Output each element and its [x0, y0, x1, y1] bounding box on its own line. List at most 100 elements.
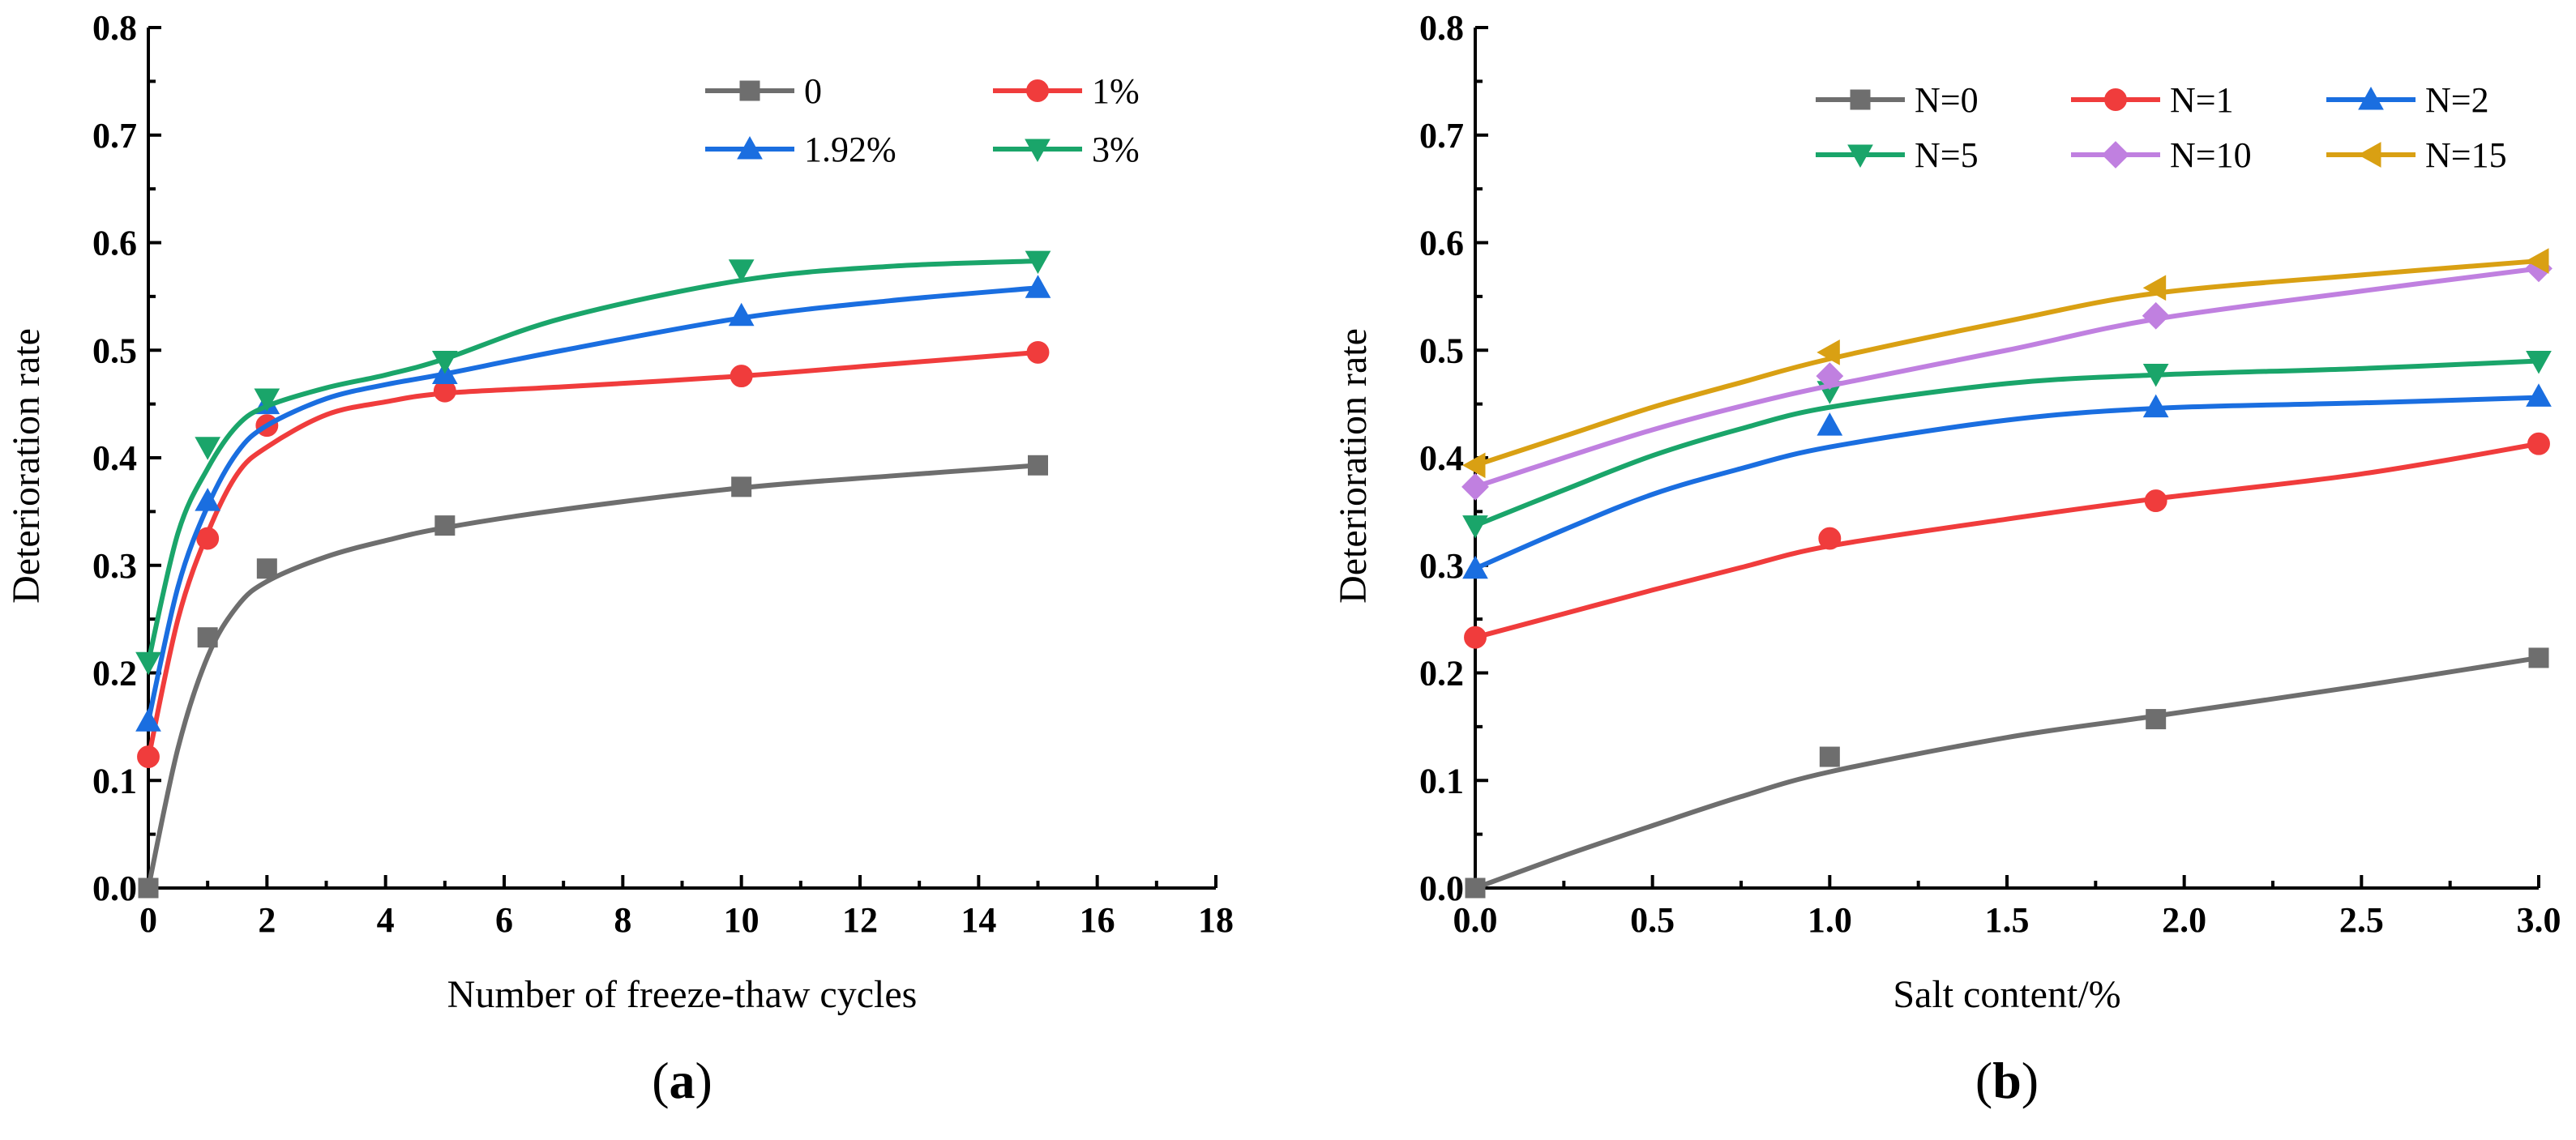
data-point-b-0-2 [2146, 709, 2167, 730]
legend-label-a-0: 0 [804, 71, 822, 111]
data-point-b-5-2 [2142, 275, 2167, 301]
series-line-b-5 [1473, 258, 2541, 468]
x-tick-label-a: 14 [961, 900, 996, 940]
data-point-a-2-1 [195, 488, 221, 511]
data-point-a-0-0 [138, 877, 159, 899]
legend-item-b-0: N=0 [1816, 80, 1979, 120]
x-tick-label-b: 0.0 [1453, 900, 1498, 940]
legend-marker-b-4 [2102, 141, 2129, 169]
legend-label-b-3: N=5 [1915, 135, 1979, 175]
legend-label-a-3: 3% [1092, 130, 1140, 169]
series-line-b-1 [1473, 441, 2541, 640]
data-point-a-2-5 [1025, 275, 1051, 298]
legend-item-b-4: N=10 [2071, 135, 2252, 175]
series-b-5 [1461, 248, 2549, 479]
x-tick-label-a: 10 [724, 900, 760, 940]
y-tick-label-b: 0.2 [1419, 654, 1464, 694]
data-point-a-3-2 [254, 388, 280, 412]
series-line-a-3 [146, 258, 1041, 665]
legend-item-b-2: N=2 [2326, 80, 2489, 120]
data-point-a-0-5 [1028, 455, 1048, 476]
data-point-a-0-1 [197, 627, 218, 648]
legend-marker-b-0 [1850, 89, 1871, 110]
data-point-b-2-0 [1462, 555, 1488, 579]
data-point-a-0-4 [731, 476, 752, 497]
series-line-b-4 [1473, 266, 2541, 489]
x-tick-label-b: 0.5 [1630, 900, 1675, 940]
x-axis-label-a: Number of freeze-thaw cycles [447, 973, 918, 1016]
x-tick-label-b: 3.0 [2517, 900, 2561, 940]
y-tick-label-b: 0.0 [1419, 869, 1464, 908]
legend-marker-a-1 [1026, 79, 1049, 102]
legend-a: 0 1% 1.92% 3% [705, 71, 1140, 169]
data-point-a-1-5 [1026, 340, 1050, 364]
data-point-b-3-0 [1462, 515, 1488, 539]
y-tick-label-b: 0.7 [1419, 116, 1464, 156]
data-point-b-2-1 [1816, 412, 1843, 436]
data-point-b-3-2 [2142, 363, 2169, 387]
series-b-3 [1462, 351, 2552, 539]
data-point-a-3-0 [135, 651, 161, 676]
y-tick-label-b: 0.5 [1419, 331, 1464, 370]
x-tick-label-a: 2 [258, 900, 276, 940]
series-b-4 [1461, 254, 2552, 501]
legend-label-b-4: N=10 [2170, 135, 2252, 175]
data-point-a-1-0 [137, 745, 160, 768]
y-tick-label-a: 0.8 [92, 8, 137, 48]
data-point-a-0-3 [434, 515, 456, 536]
data-point-a-3-4 [728, 259, 755, 283]
series-line-b-2 [1473, 395, 2541, 571]
legend-marker-b-3 [1847, 144, 1873, 169]
data-point-a-1-4 [730, 365, 753, 388]
y-tick-label-a: 0.7 [92, 116, 137, 156]
x-tick-label-a: 18 [1198, 900, 1234, 940]
data-point-a-2-0 [135, 708, 161, 732]
y-tick-label-a: 0.1 [92, 761, 137, 801]
data-point-a-2-4 [728, 302, 755, 327]
legend-marker-b-2 [2358, 86, 2384, 110]
series-a-0 [138, 455, 1048, 899]
data-point-a-0-2 [256, 558, 277, 579]
x-axis-label-b: Salt content/% [1893, 973, 2120, 1016]
panel-label-a: (a) [652, 1052, 712, 1109]
series-b-2 [1462, 383, 2552, 579]
data-point-b-1-3 [2527, 432, 2550, 455]
legend-label-a-1: 1% [1092, 71, 1140, 111]
x-tick-label-a: 4 [377, 900, 395, 940]
y-tick-label-a: 0.2 [92, 654, 137, 694]
data-point-b-5-0 [1461, 452, 1486, 479]
data-point-b-4-1 [1816, 362, 1844, 391]
series-line-a-0 [146, 463, 1041, 890]
legend-item-b-1: N=1 [2071, 80, 2234, 120]
x-tick-label-b: 2.5 [2339, 900, 2384, 940]
x-tick-label-a: 12 [842, 900, 878, 940]
data-point-a-3-5 [1025, 250, 1051, 275]
legend-item-a-2: 1.92% [705, 130, 896, 169]
y-axis-label-a: Deterioration rate [5, 328, 48, 604]
legend-label-b-5: N=15 [2425, 135, 2507, 175]
data-point-b-2-3 [2526, 383, 2552, 407]
y-tick-label-a: 0.5 [92, 331, 137, 370]
panel-a: 0 2 4 6 8 10 12 14 16 18 0.0 0.1 0.2 0.3 0.4 0.5 0.6 0.7 0… [5, 8, 1234, 1109]
data-point-a-1-1 [196, 527, 220, 550]
data-point-b-2-2 [2142, 394, 2169, 418]
legend-marker-b-5 [2357, 142, 2381, 168]
legend-marker-a-3 [1025, 139, 1051, 163]
legend-item-a-3: 3% [993, 130, 1140, 169]
legend-item-a-1: 1% [993, 71, 1140, 111]
legend-item-b-5: N=15 [2326, 135, 2507, 175]
data-point-b-3-3 [2526, 351, 2552, 374]
data-point-b-0-0 [1465, 877, 1486, 899]
y-tick-label-a: 0.6 [92, 224, 137, 263]
legend-marker-b-1 [2104, 88, 2127, 111]
series-line-a-2 [146, 285, 1041, 724]
series-line-b-0 [1473, 655, 2541, 890]
data-point-b-5-1 [1816, 339, 1840, 365]
x-tick-label-b: 1.5 [1985, 900, 2030, 940]
x-tick-label-a: 6 [495, 900, 513, 940]
y-axis-label-b: Deterioration rate [1332, 328, 1375, 604]
y-tick-label-a: 0.3 [92, 546, 137, 586]
legend-label-b-0: N=0 [1915, 80, 1979, 120]
data-point-a-3-3 [431, 351, 458, 374]
